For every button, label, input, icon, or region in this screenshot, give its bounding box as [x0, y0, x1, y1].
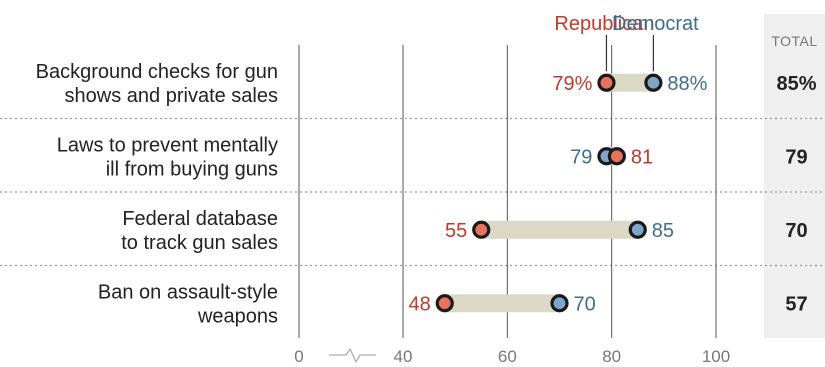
- legend-democrat: Democrat: [612, 13, 699, 35]
- republican-dot: [597, 73, 616, 92]
- republican-value-label: 55: [445, 220, 467, 242]
- legend-republican: Republican: [554, 13, 654, 35]
- democrat-dot: [644, 73, 663, 92]
- row-label-line: Ban on assault-style: [98, 281, 278, 303]
- total-column-background: [764, 14, 825, 338]
- republican-dot: [607, 147, 626, 166]
- republican-value-label: 79%: [552, 73, 592, 95]
- total-value: 57: [785, 293, 807, 315]
- democrat-dot: [628, 220, 647, 239]
- range-bar: [444, 294, 560, 313]
- x-tick-label-100: 100: [702, 347, 730, 366]
- row-label-line: to track gun sales: [121, 232, 278, 254]
- republican-value-label: 48: [408, 293, 430, 315]
- democrat-value-label: 79: [570, 146, 592, 168]
- democrat-dot: [550, 294, 569, 313]
- x-tick-label-80: 80: [602, 347, 621, 366]
- republican-dot: [472, 220, 491, 239]
- x-tick-label-0: 0: [294, 347, 303, 366]
- republican-value-label: 81: [631, 146, 653, 168]
- row-label-line: Background checks for gun: [36, 61, 278, 83]
- range-bar: [606, 73, 654, 92]
- row-label-line: Laws to prevent mentally: [57, 134, 278, 156]
- range-bar: [481, 220, 638, 239]
- row-label-line: Federal database: [122, 208, 278, 230]
- total-value: 70: [785, 220, 807, 242]
- axis-break-icon: [329, 347, 376, 364]
- democrat-value-label: 85: [652, 220, 674, 242]
- total-value: 79: [785, 146, 807, 168]
- row-label-line: shows and private sales: [65, 85, 278, 107]
- x-tick-label-40: 40: [394, 347, 413, 366]
- total-header: TOTAL: [771, 33, 817, 49]
- democrat-value-label: 88%: [667, 73, 707, 95]
- row-label-line: ill from buying guns: [106, 158, 278, 180]
- republican-dot: [435, 294, 454, 313]
- democrat-value-label: 70: [574, 293, 596, 315]
- x-tick-label-60: 60: [498, 347, 517, 366]
- row-label-line: weapons: [197, 305, 278, 327]
- total-value: 85%: [776, 73, 816, 95]
